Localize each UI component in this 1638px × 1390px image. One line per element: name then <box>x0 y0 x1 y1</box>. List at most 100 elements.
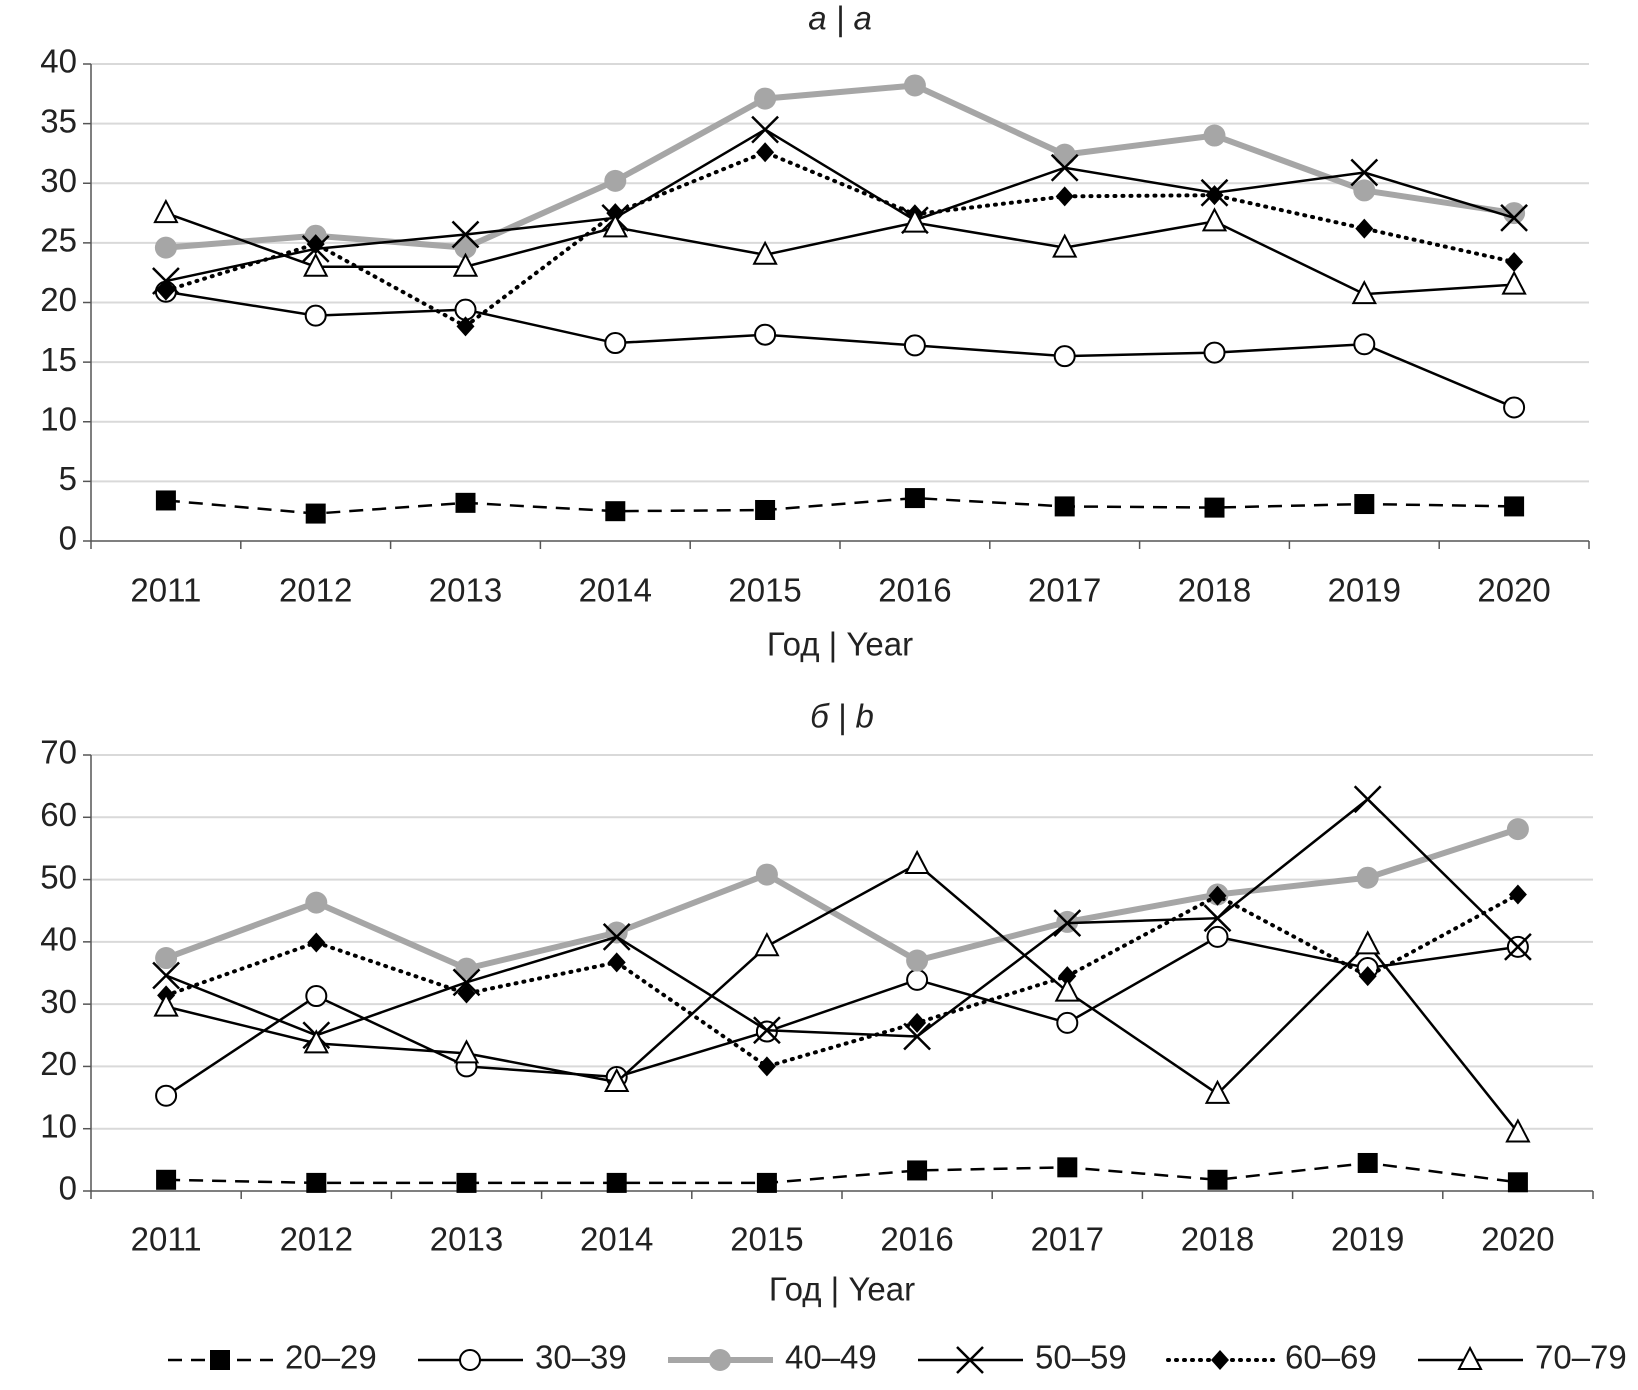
marker <box>451 220 480 249</box>
marker <box>1501 270 1527 295</box>
marker <box>1204 1079 1231 1104</box>
marker <box>1203 904 1232 933</box>
x-tick-label: 2018 <box>1178 572 1251 609</box>
marker <box>605 501 626 522</box>
legend-marker <box>1211 1350 1229 1370</box>
y-tick-label: 40 <box>40 921 77 958</box>
marker <box>1353 785 1382 814</box>
x-tick-label: 2014 <box>579 572 652 609</box>
x-tick-label: 2017 <box>1028 572 1101 609</box>
marker <box>755 499 776 520</box>
marker <box>452 252 479 277</box>
marker <box>1053 909 1082 938</box>
x-tick-label: 2016 <box>880 1221 953 1258</box>
series-line <box>165 496 1515 515</box>
y-tick-label: 0 <box>59 1170 77 1207</box>
marker <box>756 1172 777 1193</box>
marker <box>1355 218 1374 239</box>
marker <box>305 891 328 914</box>
marker <box>902 208 928 233</box>
marker <box>1356 866 1379 889</box>
x-axis-label: Год | Year <box>767 626 913 663</box>
marker <box>604 1067 630 1092</box>
x-tick-label: 2012 <box>279 572 352 609</box>
marker <box>1058 966 1077 987</box>
marker <box>1052 233 1078 258</box>
x-tick-label: 2013 <box>429 572 502 609</box>
marker <box>155 490 176 511</box>
marker <box>156 1169 177 1190</box>
marker <box>1503 202 1526 225</box>
marker <box>306 234 325 255</box>
x-tick-label: 2019 <box>1328 572 1401 609</box>
marker <box>1056 1011 1079 1034</box>
marker <box>305 985 328 1008</box>
series-line <box>165 211 1515 296</box>
x-tick-label: 2017 <box>1031 1221 1104 1258</box>
y-tick-label: 30 <box>40 983 77 1020</box>
x-tick-label: 2020 <box>1477 572 1550 609</box>
marker <box>304 304 327 327</box>
x-axis-label: Год | Year <box>769 1271 915 1308</box>
marker <box>457 983 476 1004</box>
x-tick-label: 2011 <box>130 572 201 609</box>
series-line <box>165 826 1519 972</box>
x-tick-label: 2016 <box>878 572 951 609</box>
marker <box>1353 333 1376 356</box>
marker <box>904 488 925 509</box>
marker <box>1353 179 1376 202</box>
marker <box>754 932 780 957</box>
marker <box>455 492 476 513</box>
x-tick-label: 2020 <box>1481 1221 1554 1258</box>
marker <box>1208 885 1227 906</box>
marker <box>153 198 179 224</box>
y-tick-label: 0 <box>59 520 77 557</box>
chart-title: а | a <box>808 0 872 37</box>
y-tick-label: 30 <box>40 162 77 199</box>
y-tick-label: 35 <box>40 102 77 139</box>
marker <box>1053 143 1076 166</box>
marker <box>155 1084 178 1107</box>
marker <box>307 932 326 953</box>
marker <box>1500 203 1528 232</box>
marker <box>1207 1169 1228 1190</box>
marker <box>903 334 926 357</box>
marker <box>303 252 329 277</box>
series-line <box>164 892 1520 1069</box>
y-tick-label: 60 <box>40 796 77 833</box>
marker <box>454 236 477 259</box>
y-tick-label: 70 <box>40 734 77 771</box>
x-tick-label: 2014 <box>580 1221 653 1258</box>
legend-label: 60–69 <box>1285 1339 1377 1376</box>
marker <box>456 316 475 337</box>
y-tick-label: 20 <box>40 1045 77 1082</box>
y-tick-label: 25 <box>40 222 77 259</box>
legend-marker <box>210 1350 230 1370</box>
marker <box>903 1022 931 1051</box>
marker <box>1201 207 1228 232</box>
legend-marker <box>1457 1345 1483 1370</box>
legend-label: 50–59 <box>1035 1339 1127 1376</box>
marker <box>1204 497 1225 518</box>
marker <box>155 947 178 970</box>
marker <box>154 236 177 259</box>
marker <box>756 142 775 163</box>
marker <box>1351 279 1377 305</box>
marker <box>1507 1172 1528 1193</box>
marker <box>1203 341 1226 364</box>
legend-marker <box>956 1346 984 1374</box>
marker <box>606 203 625 224</box>
x-tick-label: 2015 <box>730 1221 803 1258</box>
legend-label: 40–49 <box>785 1339 877 1376</box>
y-tick-label: 10 <box>40 400 77 437</box>
marker <box>903 74 926 97</box>
marker <box>602 213 628 238</box>
marker <box>908 1012 927 1033</box>
marker <box>1057 1157 1078 1178</box>
marker <box>757 1056 776 1077</box>
x-tick-label: 2018 <box>1181 1221 1254 1258</box>
legend-marker <box>709 1349 731 1371</box>
marker <box>1355 930 1381 955</box>
marker <box>602 922 631 951</box>
